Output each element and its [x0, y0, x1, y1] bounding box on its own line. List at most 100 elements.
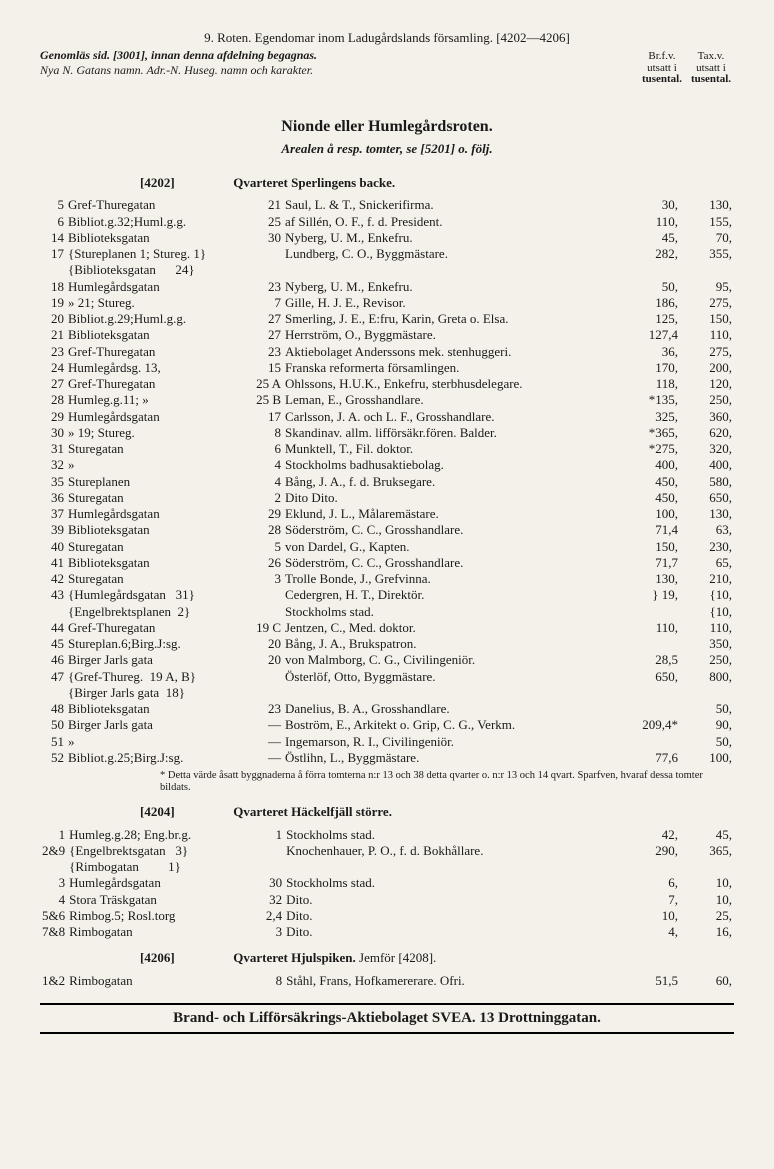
row-street: Bibliot.g.32;Huml.g.g.: [66, 214, 245, 230]
table-row: 19 » 21; Stureg.7Gille, H. J. E., Reviso…: [40, 295, 734, 311]
row-number: 28: [40, 392, 66, 408]
row-description: Ingemarson, R. I., Civilingeniör.: [283, 734, 626, 750]
row-value-brfv: 209,4*: [626, 717, 680, 733]
row-house-number: 32: [246, 892, 284, 908]
row-number: 27: [40, 376, 66, 392]
row-house-number: 28: [245, 522, 283, 538]
row-number: 29: [40, 409, 66, 425]
taxv-sub2: tusental.: [691, 73, 731, 85]
table-row: 28Humleg.g.11; »25 BLeman, E., Grosshand…: [40, 392, 734, 408]
row-value-brfv: 282,: [626, 246, 680, 279]
row-value-brfv: 36,: [626, 344, 680, 360]
row-value-taxv: {10, {10,: [680, 587, 734, 620]
row-number: 42: [40, 571, 66, 587]
table-row: 21Biblioteksgatan27Herrström, O., Byggmä…: [40, 327, 734, 343]
row-value-brfv: 127,4: [626, 327, 680, 343]
row-house-number: [245, 246, 283, 279]
row-number: 37: [40, 506, 66, 522]
row-house-number: 20: [245, 652, 283, 668]
row-house-number: 19 C: [245, 620, 283, 636]
row-value-brfv: } 19,: [626, 587, 680, 620]
row-street: Sturegatan: [66, 571, 245, 587]
row-description: Dito.: [284, 892, 626, 908]
row-street: Humlegårdsgatan: [67, 875, 246, 891]
row-value-taxv: 275,: [680, 344, 734, 360]
table-row: 47{Gref-Thureg. 19 A, B} {Birger Jarls g…: [40, 669, 734, 702]
row-house-number: —: [245, 734, 283, 750]
table-row: 51 »—Ingemarson, R. I., Civilingeniör.50…: [40, 734, 734, 750]
row-street: Sturegatan: [66, 539, 245, 555]
row-value-taxv: 65,: [680, 555, 734, 571]
row-value-brfv: [626, 734, 680, 750]
row-value-taxv: 210,: [680, 571, 734, 587]
table-row: 5&6Rimbog.5; Rosl.torg2,4 Dito.10,25,: [40, 908, 734, 924]
row-number: 20: [40, 311, 66, 327]
page-header-line1: 9. Roten. Egendomar inom Ladugårdslands …: [40, 30, 734, 46]
row-house-number: 4: [245, 474, 283, 490]
row-street: Stureplanen: [66, 474, 245, 490]
row-number: 24: [40, 360, 66, 376]
row-value-brfv: 45,: [626, 230, 680, 246]
row-street: Biblioteksgatan: [66, 701, 245, 717]
table-row: 14Biblioteksgatan30Nyberg, U. M., Enkefr…: [40, 230, 734, 246]
row-description: Nyberg, U. M., Enkefru.: [283, 279, 626, 295]
row-house-number: 27: [245, 327, 283, 343]
row-number: 18: [40, 279, 66, 295]
table-row: 1&2Rimbogatan8Ståhl, Frans, Hofkamererar…: [40, 973, 734, 989]
row-house-number: 4: [245, 457, 283, 473]
row-value-taxv: 50,: [680, 701, 734, 717]
table-row: 48Biblioteksgatan23Danelius, B. A., Gros…: [40, 701, 734, 717]
row-street: {Humlegårdsgatan 31} {Engelbrektsplanen …: [66, 587, 245, 620]
row-house-number: 23: [245, 344, 283, 360]
row-description: Trolle Bonde, J., Grefvinna.: [283, 571, 626, 587]
page-header-block: Genomläs sid. [3001], innan denna afdeln…: [40, 48, 734, 89]
row-value-brfv: 6,: [626, 875, 680, 891]
row-value-taxv: 130,: [680, 506, 734, 522]
qv-4206-ref: [4206]: [140, 950, 230, 966]
row-value-brfv: 118,: [626, 376, 680, 392]
taxv-label: Tax.v.: [698, 50, 725, 62]
row-description: Stockholms badhusaktiebolag.: [283, 457, 626, 473]
row-street: »: [66, 734, 245, 750]
table-row: 6Bibliot.g.32;Huml.g.g.25af Sillén, O. F…: [40, 214, 734, 230]
row-house-number: 8: [246, 973, 284, 989]
row-description: Jentzen, C., Med. doktor.: [283, 620, 626, 636]
row-description: Stockholms stad.: [284, 875, 626, 891]
row-value-taxv: 70,: [680, 230, 734, 246]
row-value-brfv: 110,: [626, 620, 680, 636]
row-house-number: 7: [245, 295, 283, 311]
row-description: Aktiebolaget Anderssons mek. stenhuggeri…: [283, 344, 626, 360]
row-value-brfv: 450,: [626, 474, 680, 490]
row-street: Bibliot.g.25;Birg.J:sg.: [66, 750, 245, 766]
brfv-sub1: utsatt i: [647, 62, 677, 74]
row-value-taxv: 620,: [680, 425, 734, 441]
row-house-number: 5: [245, 539, 283, 555]
row-value-brfv: *135,: [626, 392, 680, 408]
row-house-number: 25 A: [245, 376, 283, 392]
table-row: 50Birger Jarls gata—Boström, E., Arkitek…: [40, 717, 734, 733]
footer-bar: Brand- och Lifförsäkrings-Aktiebolaget S…: [40, 1003, 734, 1034]
table-row: 45Stureplan.6;Birg.J:sg.20Bång, J. A., B…: [40, 636, 734, 652]
row-value-brfv: 110,: [626, 214, 680, 230]
header-right-table: Br.f.v. utsatt i tusental. Tax.v. utsatt…: [639, 48, 734, 89]
row-number: 36: [40, 490, 66, 506]
row-number: 44: [40, 620, 66, 636]
table-row: 39Biblioteksgatan28Söderström, C. C., Gr…: [40, 522, 734, 538]
row-number: 30: [40, 425, 66, 441]
table-row: 40Sturegatan5von Dardel, G., Kapten.150,…: [40, 539, 734, 555]
row-value-brfv: 400,: [626, 457, 680, 473]
qv-4202-ref: [4202]: [140, 175, 230, 191]
row-number: 32: [40, 457, 66, 473]
row-value-brfv: 30,: [626, 197, 680, 213]
row-description: Österlöf, Otto, Byggmästare.: [283, 669, 626, 702]
row-street: Humlegårdsgatan: [66, 506, 245, 522]
row-description: Dito Dito.: [283, 490, 626, 506]
row-value-taxv: 130,: [680, 197, 734, 213]
row-value-brfv: 450,: [626, 490, 680, 506]
row-value-taxv: 365,: [680, 843, 734, 876]
row-value-taxv: 60,: [680, 973, 734, 989]
qv-4204-header: [4204] Qvarteret Häckelfjäll större.: [40, 804, 734, 820]
row-value-brfv: 28,5: [626, 652, 680, 668]
row-value-brfv: *365,: [626, 425, 680, 441]
table-row: 7&8Rimbogatan3 Dito.4,16,: [40, 924, 734, 940]
